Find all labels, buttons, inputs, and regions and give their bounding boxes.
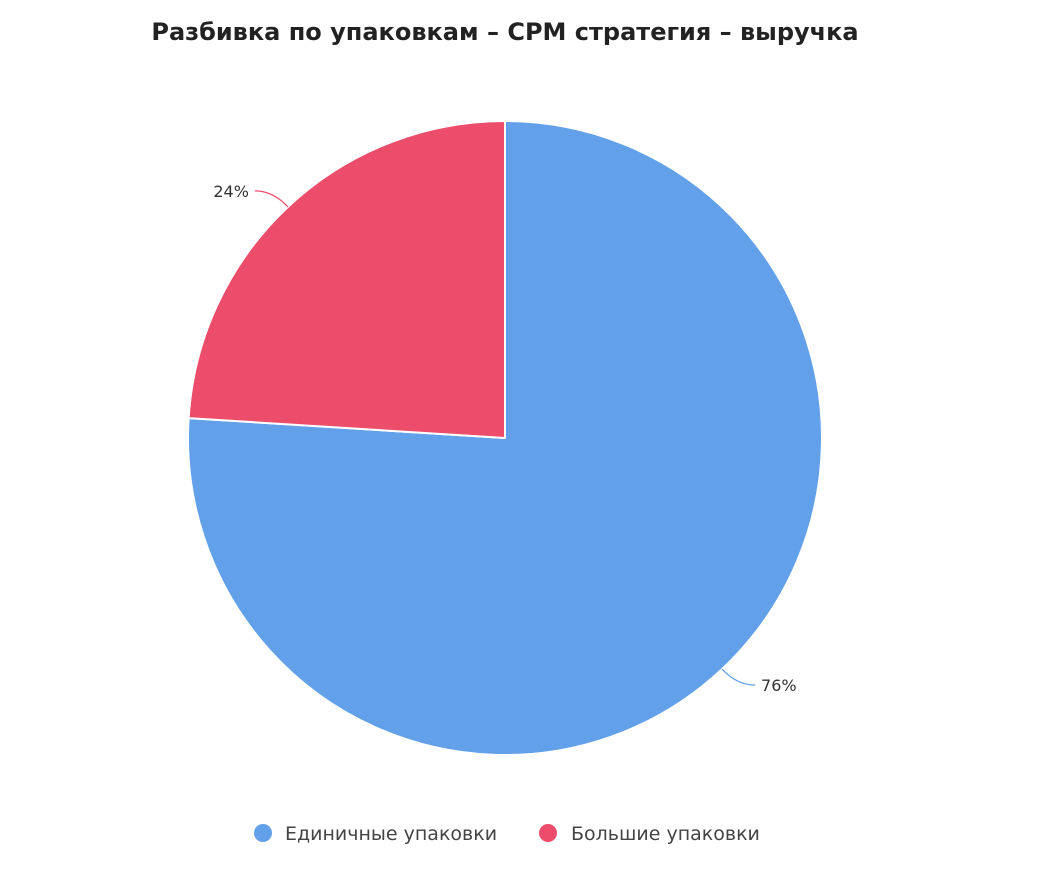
legend-label-single-packs: Единичные упаковки — [285, 823, 497, 845]
pie-slices — [187, 120, 823, 756]
data-label-single-packs: 76% — [761, 676, 797, 695]
data-labels: 76% 24% — [213, 182, 796, 695]
chart-title: Разбивка по упаковкам – CPM стратегия – … — [151, 18, 858, 46]
legend: Единичные упаковки Большие упаковки — [254, 823, 760, 845]
legend-item-large-packs[interactable]: Большие упаковки — [539, 823, 760, 845]
legend-label-large-packs: Большие упаковки — [571, 823, 760, 845]
pie-slice-large-packs[interactable] — [187, 120, 506, 439]
data-label-large-packs: 24% — [213, 182, 249, 201]
label-connectors — [254, 190, 756, 686]
connector-large-packs — [254, 190, 289, 208]
legend-marker-large-packs — [539, 824, 557, 842]
legend-item-single-packs[interactable]: Единичные упаковки — [254, 823, 497, 845]
connector-single-packs — [721, 668, 756, 686]
legend-marker-single-packs — [254, 824, 272, 842]
